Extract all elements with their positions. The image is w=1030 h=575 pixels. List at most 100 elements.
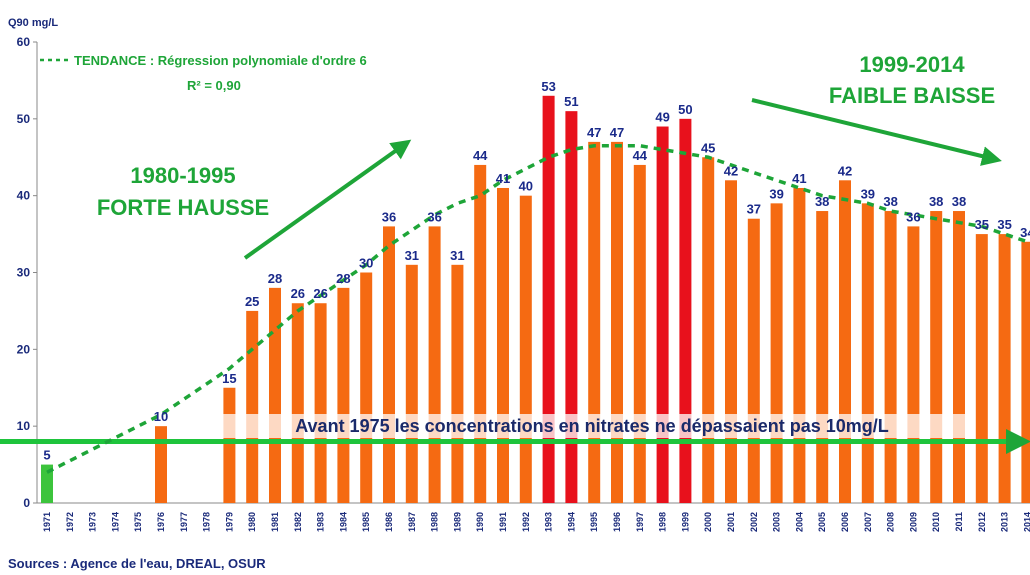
x-tick-label: 1972 (65, 512, 75, 532)
x-tick-label: 1993 (544, 512, 554, 532)
bar (633, 164, 646, 503)
bar (428, 226, 441, 503)
data-label: 34 (1020, 225, 1030, 240)
data-label: 26 (291, 286, 305, 301)
y-tick-label: 60 (17, 35, 31, 49)
x-tick-label: 2002 (749, 512, 759, 532)
bar (155, 426, 167, 503)
annotation: 1999-2014 (859, 52, 965, 77)
x-tick-label: 1987 (407, 512, 417, 532)
data-label: 41 (792, 171, 806, 186)
bar (816, 211, 829, 504)
bar (930, 211, 943, 504)
x-tick-label: 1984 (338, 512, 348, 532)
data-label: 31 (405, 248, 419, 263)
y-tick-label: 20 (17, 342, 31, 356)
trend-line (46, 143, 1028, 474)
bar (975, 234, 988, 504)
bar (861, 203, 874, 503)
data-label: 25 (245, 294, 259, 309)
bar (291, 303, 304, 503)
data-label: 15 (222, 371, 236, 386)
legend-label: TENDANCE : Régression polynomiale d'ordr… (74, 53, 367, 68)
source: Sources : Agence de l'eau, DREAL, OSUR (8, 556, 266, 571)
x-tick-label: 1997 (635, 512, 645, 532)
data-label: 53 (541, 79, 555, 94)
x-tick-label: 2012 (977, 512, 987, 532)
bar (747, 218, 760, 503)
bar (474, 164, 487, 503)
bar (702, 157, 715, 503)
data-label: 28 (268, 271, 282, 286)
annotation: Avant 1975 les concentrations en nitrate… (295, 416, 889, 436)
x-tick-label: 1998 (658, 512, 668, 532)
bar (953, 211, 965, 504)
x-tick-label: 2008 (886, 512, 896, 532)
x-tick-label: 2000 (703, 512, 713, 532)
x-tick-label: 2006 (840, 512, 850, 532)
bar (246, 310, 259, 503)
x-tick-label: 1989 (452, 512, 462, 532)
bar (839, 180, 851, 504)
data-label: 47 (587, 125, 601, 140)
x-tick-label: 1976 (156, 512, 166, 532)
bar (588, 141, 601, 503)
x-tick-label: 1979 (224, 512, 234, 532)
data-label: 10 (154, 409, 168, 424)
data-label: 38 (929, 194, 943, 209)
bar (405, 264, 418, 503)
bar (998, 234, 1011, 504)
bar (41, 464, 53, 503)
data-label: 50 (678, 102, 692, 117)
y-tick-label: 40 (17, 189, 31, 203)
y-tick-label: 30 (17, 266, 31, 280)
bar (269, 287, 281, 503)
x-tick-label: 2010 (931, 512, 941, 532)
x-tick-label: 1996 (612, 512, 622, 532)
x-tick-label: 1995 (589, 512, 599, 532)
x-tick-label: 1974 (110, 512, 120, 532)
x-tick-label: 1983 (316, 512, 326, 532)
x-tick-label: 2014 (1022, 512, 1030, 532)
data-label: 36 (382, 209, 396, 224)
data-label: 51 (564, 94, 578, 109)
data-label: 44 (633, 148, 648, 163)
x-tick-label: 1981 (270, 512, 280, 532)
data-label: 49 (655, 110, 669, 125)
x-tick-label: 2007 (863, 512, 873, 532)
bar (360, 272, 373, 503)
data-label: 38 (952, 194, 966, 209)
data-label: 35 (975, 217, 989, 232)
data-label: 26 (313, 286, 327, 301)
bar (656, 126, 669, 504)
data-label: 42 (724, 163, 738, 178)
data-label: 45 (701, 140, 715, 155)
bar (725, 180, 737, 504)
data-label: 47 (610, 125, 624, 140)
x-tick-label: 1975 (133, 512, 143, 532)
bar (337, 287, 350, 503)
x-tick-label: 1971 (42, 512, 52, 532)
annotation: 1980-1995 (130, 163, 235, 188)
x-tick-label: 1994 (566, 512, 576, 532)
data-label: 5 (43, 448, 50, 463)
data-label: 40 (519, 179, 533, 194)
x-tick-label: 1982 (293, 512, 303, 532)
data-label: 37 (747, 202, 761, 217)
x-tick-label: 1977 (179, 512, 189, 532)
annotation-bg (215, 414, 975, 438)
bar (611, 141, 623, 503)
data-label: 31 (450, 248, 464, 263)
data-label: 28 (336, 271, 350, 286)
bar (519, 195, 532, 503)
y-tick-label: 50 (17, 112, 31, 126)
annotation: FORTE HAUSSE (97, 195, 269, 220)
bar (451, 264, 464, 503)
data-label: 30 (359, 256, 373, 271)
bar (1021, 241, 1030, 503)
x-tick-label: 2003 (772, 512, 782, 532)
x-tick-label: 1991 (498, 512, 508, 532)
bar (770, 203, 783, 503)
data-label: 42 (838, 163, 852, 178)
